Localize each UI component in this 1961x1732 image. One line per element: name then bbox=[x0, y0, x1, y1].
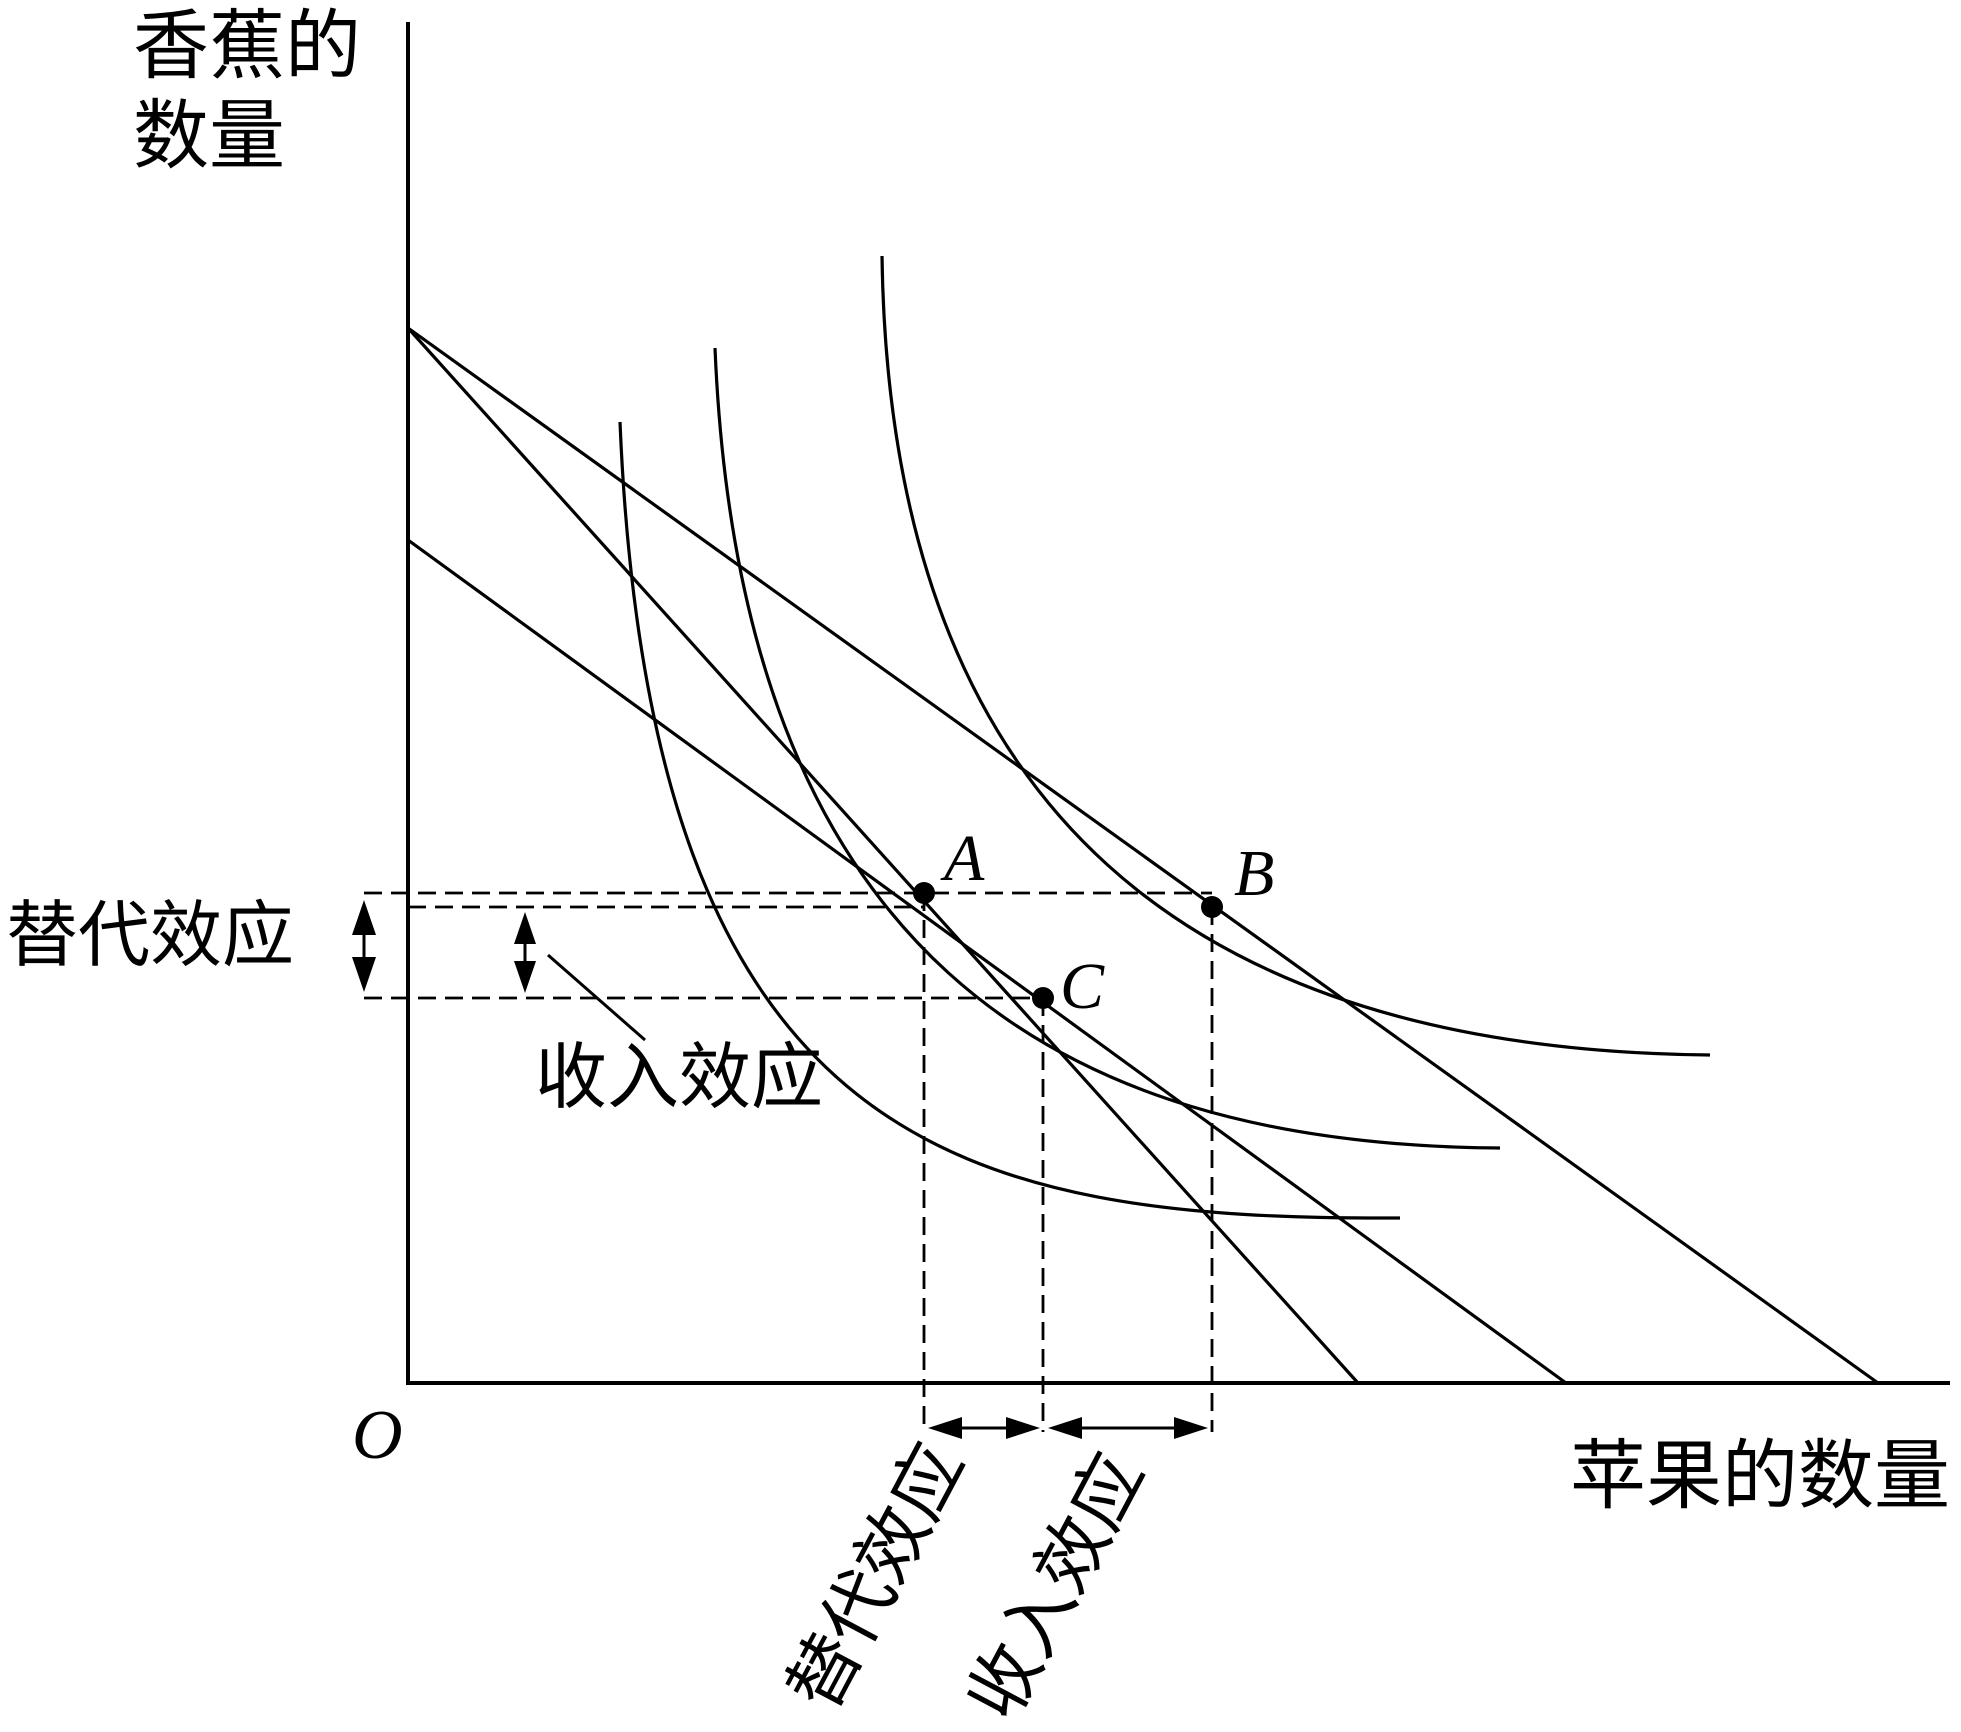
indifference-curve-3 bbox=[880, 255, 1711, 1057]
vertical-arrow-income bbox=[514, 912, 536, 993]
point-a-dot bbox=[913, 882, 935, 904]
income-effect-label-bottom: 收入效应 bbox=[951, 1439, 1160, 1732]
point-a-label: A bbox=[940, 822, 985, 895]
horizontal-arrow-substitution bbox=[928, 1417, 1040, 1439]
point-c-dot bbox=[1032, 987, 1054, 1009]
budget-line-new bbox=[407, 326, 1879, 1385]
income-label-leader bbox=[547, 953, 646, 1042]
horizontal-arrow-income bbox=[1048, 1417, 1208, 1439]
point-b-dot bbox=[1201, 896, 1223, 918]
origin-label: O bbox=[352, 1397, 403, 1474]
vertical-arrow-substitution bbox=[352, 900, 376, 992]
substitution-effect-label-bottom: 替代效应 bbox=[771, 1429, 980, 1723]
budget-line-original bbox=[406, 326, 1360, 1385]
x-axis-label: 苹果的数量 bbox=[1570, 1431, 1950, 1520]
point-b-label: B bbox=[1234, 837, 1274, 910]
indifference-curve-2 bbox=[713, 347, 1501, 1150]
point-c-label: C bbox=[1060, 950, 1105, 1023]
substitution-effect-label-left: 替代效应 bbox=[6, 893, 294, 977]
income-effect-label-left: 收入效应 bbox=[535, 1035, 823, 1119]
budget-line-compensated bbox=[407, 538, 1567, 1385]
y-axis-label-line2: 数量 bbox=[133, 91, 285, 180]
y-axis-label-line1: 香蕉的 bbox=[133, 1, 361, 90]
